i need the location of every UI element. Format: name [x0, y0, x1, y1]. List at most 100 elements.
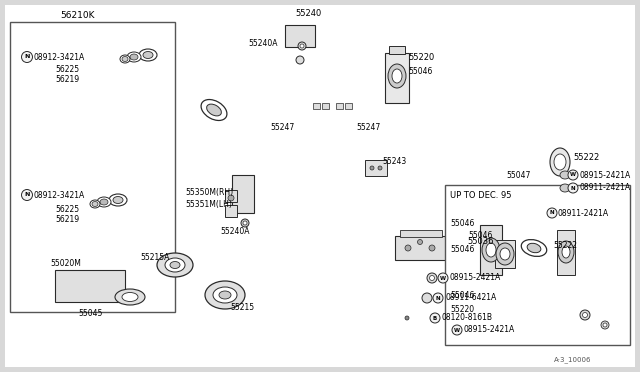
Text: 55046: 55046 — [450, 291, 474, 299]
Ellipse shape — [486, 243, 496, 257]
Ellipse shape — [97, 197, 111, 207]
Circle shape — [430, 313, 440, 323]
Ellipse shape — [90, 200, 100, 208]
Circle shape — [422, 293, 432, 303]
Text: 55020M: 55020M — [50, 259, 81, 267]
Text: 55215: 55215 — [230, 304, 254, 312]
Text: 56225: 56225 — [55, 205, 79, 215]
Bar — [10, 22, 175, 312]
Polygon shape — [112, 70, 146, 185]
Bar — [557, 230, 575, 275]
Text: 55240: 55240 — [295, 9, 321, 17]
Text: 08915-2421A: 08915-2421A — [580, 170, 631, 180]
Text: 55036: 55036 — [467, 237, 493, 247]
Text: 55215A: 55215A — [140, 253, 170, 262]
Text: 08911-6421A: 08911-6421A — [445, 294, 496, 302]
Text: 55046: 55046 — [468, 231, 492, 240]
Ellipse shape — [213, 287, 237, 303]
Text: W: W — [570, 173, 576, 177]
Ellipse shape — [165, 258, 185, 272]
Ellipse shape — [500, 248, 510, 260]
Text: 55222: 55222 — [573, 153, 599, 161]
Ellipse shape — [109, 194, 127, 206]
Ellipse shape — [130, 54, 138, 60]
Ellipse shape — [139, 49, 157, 61]
Text: N: N — [571, 186, 575, 190]
Circle shape — [370, 166, 374, 170]
Bar — [322, 103, 329, 109]
Circle shape — [243, 221, 247, 225]
Ellipse shape — [122, 57, 128, 61]
Ellipse shape — [560, 171, 570, 179]
Text: 08911-2421A: 08911-2421A — [580, 183, 631, 192]
Text: 08912-3421A: 08912-3421A — [34, 190, 85, 199]
Ellipse shape — [558, 241, 574, 263]
Circle shape — [547, 208, 557, 218]
Circle shape — [580, 310, 590, 320]
Text: W: W — [440, 276, 446, 280]
Text: W: W — [454, 327, 460, 333]
Bar — [480, 225, 502, 275]
Ellipse shape — [127, 52, 141, 62]
Text: 55046: 55046 — [408, 67, 433, 77]
Text: 55351M(LH): 55351M(LH) — [185, 199, 232, 208]
Text: UP TO DEC. 95: UP TO DEC. 95 — [450, 190, 511, 199]
Text: 55247: 55247 — [270, 124, 294, 132]
Bar — [395, 236, 447, 260]
Text: 55247: 55247 — [356, 124, 380, 132]
Text: N: N — [24, 55, 29, 60]
Text: 08915-2421A: 08915-2421A — [464, 326, 515, 334]
Ellipse shape — [143, 51, 153, 58]
Text: 55350M(RH): 55350M(RH) — [185, 189, 233, 198]
Ellipse shape — [496, 243, 514, 265]
Circle shape — [241, 219, 249, 227]
Bar — [365, 160, 387, 176]
Circle shape — [603, 323, 607, 327]
Text: 55045: 55045 — [78, 308, 102, 317]
Circle shape — [429, 245, 435, 251]
Ellipse shape — [560, 184, 570, 192]
Circle shape — [22, 189, 33, 201]
Circle shape — [452, 325, 462, 335]
Text: A·3_10006: A·3_10006 — [554, 357, 591, 363]
Ellipse shape — [100, 199, 108, 205]
Circle shape — [429, 276, 435, 280]
Text: 55047: 55047 — [506, 170, 531, 180]
Ellipse shape — [113, 196, 123, 203]
Ellipse shape — [392, 69, 402, 83]
Circle shape — [438, 273, 448, 283]
Bar — [225, 205, 237, 217]
Text: 56225: 56225 — [55, 65, 79, 74]
Text: 08120-8161B: 08120-8161B — [442, 314, 493, 323]
Text: 08911-2421A: 08911-2421A — [558, 208, 609, 218]
Bar — [495, 240, 515, 268]
Ellipse shape — [120, 55, 130, 63]
Circle shape — [433, 293, 443, 303]
Ellipse shape — [219, 291, 231, 299]
Text: 08912-3421A: 08912-3421A — [34, 52, 85, 61]
Ellipse shape — [482, 238, 500, 262]
Circle shape — [405, 316, 409, 320]
Bar — [389, 46, 405, 54]
Text: N: N — [24, 192, 29, 198]
Text: B: B — [433, 315, 437, 321]
Circle shape — [300, 44, 304, 48]
Bar — [225, 190, 237, 202]
Bar — [400, 230, 442, 237]
Circle shape — [582, 312, 588, 317]
Ellipse shape — [170, 262, 180, 269]
Bar — [55, 270, 125, 302]
Circle shape — [378, 166, 382, 170]
Circle shape — [601, 321, 609, 329]
Circle shape — [22, 51, 33, 62]
Circle shape — [298, 42, 306, 50]
Text: N: N — [550, 211, 554, 215]
Circle shape — [405, 245, 411, 251]
Ellipse shape — [527, 243, 541, 253]
Ellipse shape — [92, 202, 98, 206]
Text: 55222: 55222 — [553, 241, 577, 250]
Ellipse shape — [207, 104, 221, 116]
Text: 55220: 55220 — [408, 52, 435, 61]
Bar — [445, 185, 630, 345]
Bar — [313, 103, 320, 109]
